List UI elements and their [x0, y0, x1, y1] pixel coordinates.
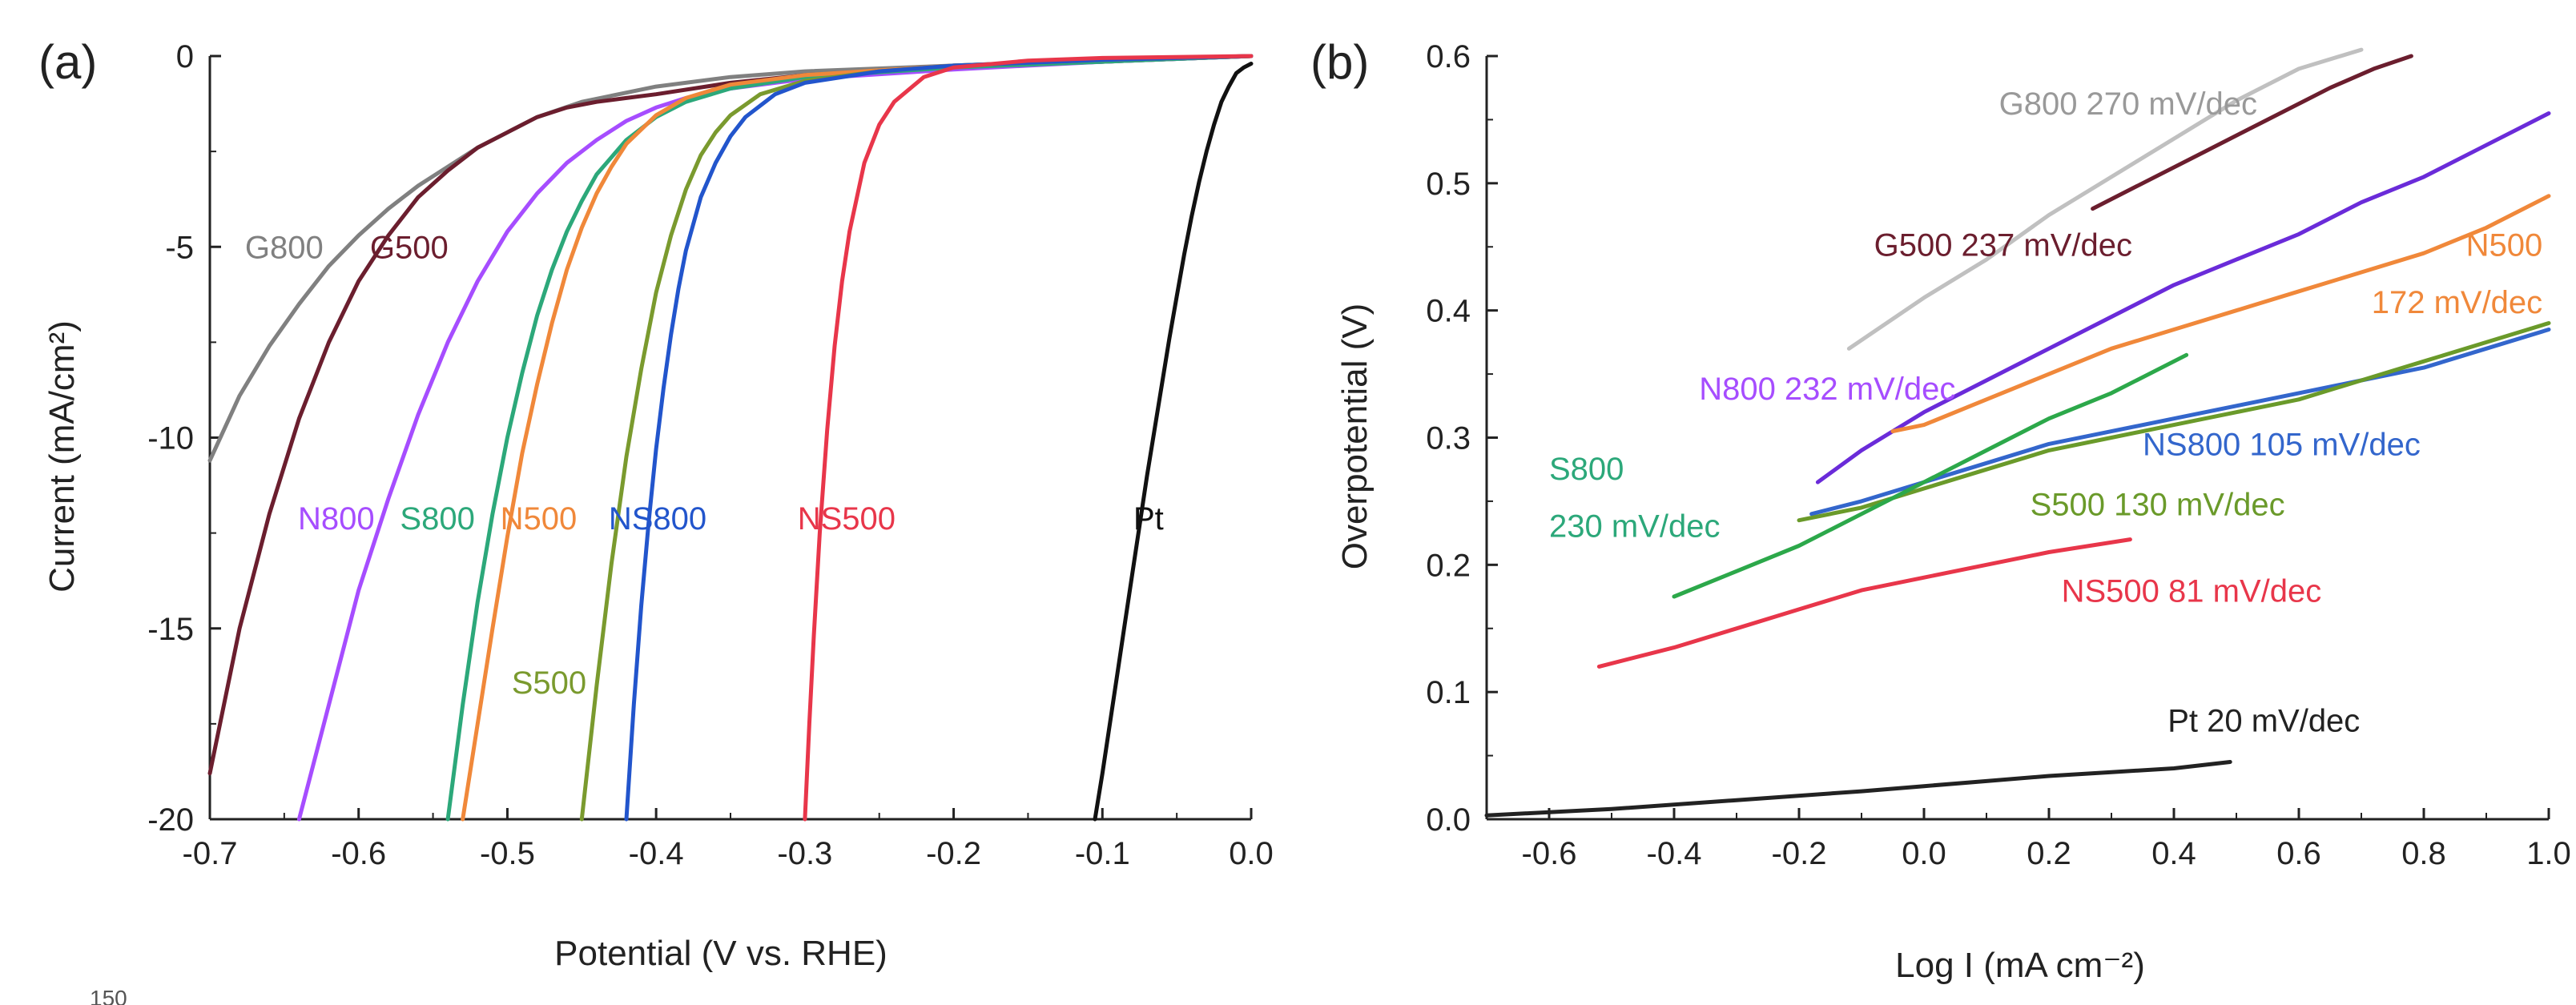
- x-tick-label: -0.6: [1522, 836, 1577, 871]
- x-tick-label: -0.5: [480, 836, 535, 871]
- panel-a-plot-area: -0.7 -0.6 -0.5 -0.4 -0.3 -0.2 -0.1 0.0 0 -5 -10 -15…: [147, 39, 1274, 871]
- series-label-pt: Pt: [1133, 501, 1164, 537]
- x-tick-label: 0.2: [2027, 836, 2071, 871]
- series-label-ns500: NS500: [798, 501, 896, 537]
- series-line-s500: [579, 54, 1254, 822]
- y-tick-label: 0.6: [1426, 39, 1471, 74]
- cropped-bottom-text: 150: [90, 986, 127, 1005]
- x-tick-label: 0.8: [2401, 836, 2446, 871]
- panel-b-chart: (b) -0.6 -0.4 -0.2 0.0 0.2 0.4 0.6 0.8 1.0 0.0 0.1…: [1310, 35, 2571, 985]
- series-label-n500: N500: [501, 501, 578, 537]
- y-tick-label: 0.3: [1426, 421, 1471, 456]
- series-label-n800: N800 232 mV/dec: [1699, 372, 1955, 407]
- series-label-n500: N500: [2466, 227, 2543, 263]
- series-line-g500: [2091, 54, 2413, 211]
- series-label-s500: S500: [512, 665, 586, 701]
- x-tick-label: 1.0: [2526, 836, 2571, 871]
- y-tick-label: 0: [176, 39, 194, 74]
- x-tick-label: -0.2: [1772, 836, 1827, 871]
- series-line-pt: [1484, 760, 2232, 818]
- series-line-s800: [1672, 352, 2189, 599]
- series-line-s500: [1797, 321, 2551, 523]
- series-line-ns500: [803, 54, 1254, 822]
- x-tick-label: -0.7: [183, 836, 238, 871]
- series-line-ns500: [1596, 537, 2132, 669]
- x-tick-label: 0.6: [2276, 836, 2321, 871]
- panel-a-label: (a): [38, 35, 97, 89]
- series-line-pt: [1093, 62, 1254, 822]
- panel-a-chart: (a) -0.7 -0.6 -0.5 -0.4 -0.3 -0.2 -0.1 0.0 0 -5 -1…: [38, 35, 1274, 973]
- panel-b-label: (b): [1310, 35, 1369, 89]
- x-tick-label: -0.3: [777, 836, 832, 871]
- x-tick-label: -0.6: [331, 836, 386, 871]
- y-tick-label: -5: [165, 230, 194, 265]
- y-tick-label: 0.5: [1426, 167, 1471, 202]
- panel-b-plot-area: -0.6 -0.4 -0.2 0.0 0.2 0.4 0.6 0.8 1.0 0.0 0.1 0.2 0…: [1426, 39, 2570, 871]
- panel-a-y-axis-title: Current (mA/cm²): [42, 320, 82, 593]
- series-line-s800: [445, 54, 1254, 822]
- series-label-ns500: NS500 81 mV/dec: [2062, 573, 2322, 609]
- series-line-g800: [1846, 47, 2364, 351]
- y-tick-label: -10: [147, 421, 194, 456]
- series-line-n500: [461, 54, 1254, 822]
- panel-b-y-axis-title: Overpotential (V): [1335, 304, 1375, 570]
- series-label-s800: S800: [1549, 452, 1624, 487]
- series-label-g800: G800 270 mV/dec: [1999, 86, 2257, 122]
- series-line-ns800: [624, 54, 1254, 822]
- x-tick-label: -0.2: [926, 836, 981, 871]
- series-label-s800: S800: [400, 501, 474, 537]
- series-label-n500: 172 mV/dec: [2372, 285, 2542, 320]
- x-tick-label: -0.4: [629, 836, 684, 871]
- series-line-g500: [207, 54, 1254, 776]
- y-tick-label: 0.2: [1426, 548, 1471, 583]
- series-label-n800: N800: [298, 501, 375, 537]
- series-line-n800: [1815, 111, 2551, 484]
- x-tick-label: 0.0: [1902, 836, 1946, 871]
- y-tick-label: 0.4: [1426, 294, 1471, 329]
- y-tick-label: 0.0: [1426, 802, 1471, 838]
- series-label-g800: G800: [245, 231, 324, 266]
- series-label-ns800: NS800: [609, 501, 706, 537]
- y-tick-label: 0.1: [1426, 675, 1471, 710]
- series-line-n500: [1890, 194, 2551, 434]
- y-tick-label: -20: [147, 802, 194, 838]
- series-label-s800: 230 mV/dec: [1549, 509, 1720, 544]
- x-tick-label: -0.1: [1075, 836, 1130, 871]
- x-tick-label: -0.4: [1647, 836, 1702, 871]
- x-tick-label: 0.0: [1229, 836, 1274, 871]
- x-tick-label: 0.4: [2151, 836, 2196, 871]
- y-tick-label: -15: [147, 612, 194, 647]
- series-label-s500: S500 130 mV/dec: [2031, 487, 2285, 522]
- panel-a-x-axis-title: Potential (V vs. RHE): [554, 934, 888, 973]
- panel-b-x-axis-title: Log I (mA cm⁻²): [1895, 946, 2145, 985]
- series-label-ns800: NS800 105 mV/dec: [2143, 428, 2421, 463]
- series-label-g500: G500: [370, 231, 449, 266]
- series-label-pt: Pt 20 mV/dec: [2167, 703, 2360, 738]
- series-label-g500: G500 237 mV/dec: [1874, 227, 2132, 263]
